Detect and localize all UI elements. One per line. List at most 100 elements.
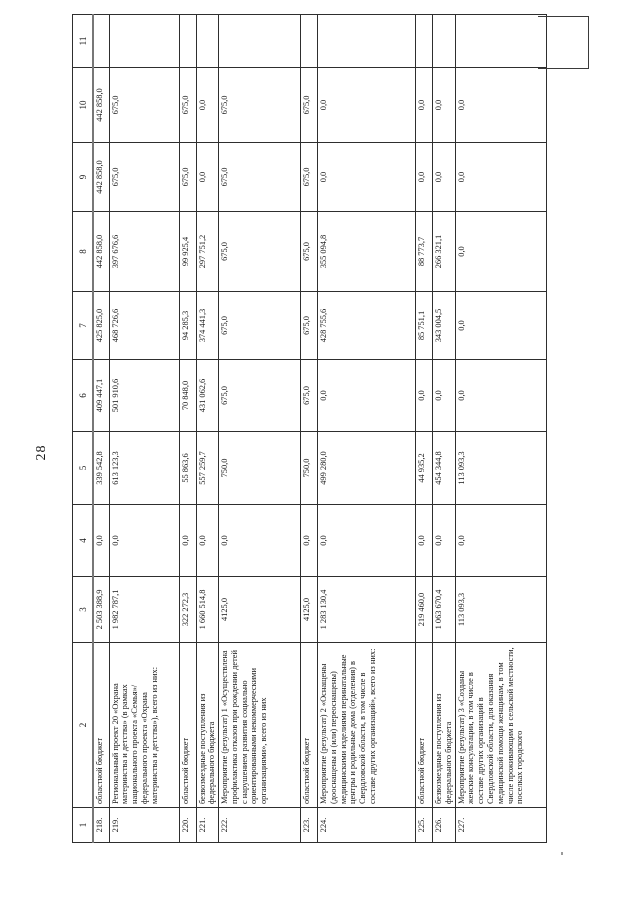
value-cell: 55 863,6 — [179, 431, 196, 505]
value-cell: 675,0 — [179, 142, 196, 212]
value-cell: 0,0 — [109, 504, 179, 577]
value-cell: 0,0 — [317, 359, 416, 432]
row-name-cell: областной бюджет — [300, 642, 318, 808]
value-cell — [455, 14, 547, 68]
col-header-8: 8 — [72, 211, 93, 292]
value-cell: 339 542,8 — [93, 431, 109, 505]
table-row: 221. безвозмездные поступления из федера… — [196, 14, 219, 843]
value-cell: 0,0 — [432, 67, 456, 143]
value-cell: 675,0 — [218, 67, 301, 143]
value-cell: 0,0 — [300, 504, 318, 577]
row-number-cell: 224. — [317, 807, 416, 843]
value-cell: 454 344,8 — [432, 431, 456, 505]
value-cell: 343 004,5 — [432, 291, 456, 360]
value-cell: 675,0 — [300, 67, 318, 143]
value-cell: 0,0 — [415, 142, 433, 212]
value-cell: 675,0 — [218, 291, 301, 360]
value-cell: 0,0 — [432, 504, 456, 577]
col-header-2: 2 — [72, 642, 93, 808]
value-cell: 675,0 — [300, 211, 318, 292]
value-cell: 0,0 — [317, 504, 416, 577]
col-header-1: 1 — [72, 807, 93, 843]
value-cell: 355 094,8 — [317, 211, 416, 292]
col-header-10: 10 — [72, 67, 93, 143]
value-cell: 675,0 — [300, 142, 318, 212]
value-cell: 501 910,6 — [109, 359, 179, 432]
value-cell — [93, 14, 109, 68]
table-row: 227. Мероприятие (результат) 3 «Созданы … — [455, 14, 547, 843]
table-row: 224. Мероприятие (результат) 2 «Оснащены… — [317, 14, 416, 843]
value-cell: 0,0 — [455, 359, 547, 432]
value-cell: 4125,0 — [218, 576, 301, 643]
value-cell: 2 503 388,9 — [93, 576, 109, 643]
row-number-cell: 220. — [179, 807, 196, 843]
value-cell: 0,0 — [455, 67, 547, 143]
value-cell — [300, 14, 318, 68]
value-cell: 397 676,6 — [109, 211, 179, 292]
row-name-cell: безвозмездные поступления из федеральног… — [432, 642, 456, 808]
value-cell: 88 773,7 — [415, 211, 433, 292]
value-cell: 468 726,6 — [109, 291, 179, 360]
col-header-6: 6 — [72, 359, 93, 432]
table-row: 220. областной бюджет 322 272,3 0,0 55 8… — [179, 14, 196, 843]
value-cell: 1 982 787,1 — [109, 576, 179, 643]
value-cell: 675,0 — [218, 359, 301, 432]
row-name-cell: Мероприятие (результат) 2 «Оснащены (доо… — [317, 642, 416, 808]
value-cell: 1 283 130,4 — [317, 576, 416, 643]
value-cell — [196, 14, 219, 68]
value-cell: 750,0 — [218, 431, 301, 505]
value-cell: 0,0 — [415, 359, 433, 432]
value-cell: 0,0 — [432, 359, 456, 432]
value-cell: 0,0 — [196, 504, 219, 577]
row-number-cell: 222. — [218, 807, 301, 843]
value-cell — [179, 14, 196, 68]
col-header-5: 5 — [72, 431, 93, 505]
value-cell: 0,0 — [196, 67, 219, 143]
row-name-cell: областной бюджет — [179, 642, 196, 808]
value-cell: 322 272,3 — [179, 576, 196, 643]
row-number-cell: 225. — [415, 807, 433, 843]
next-row-fragment-line — [538, 68, 589, 69]
row-name-cell: Мероприятие (результат) 1 «Осуществлена … — [218, 642, 301, 808]
value-cell: 85 751,1 — [415, 291, 433, 360]
table-row: 218. областной бюджет 2 503 388,9 0,0 33… — [93, 14, 109, 843]
value-cell: 94 285,3 — [179, 291, 196, 360]
row-name-cell: областной бюджет — [93, 642, 109, 808]
value-cell: 0,0 — [196, 142, 219, 212]
value-cell: 0,0 — [317, 67, 416, 143]
row-name-cell: безвозмездные поступления из федеральног… — [196, 642, 219, 808]
value-cell: 0,0 — [415, 504, 433, 577]
col-header-7: 7 — [72, 291, 93, 360]
value-cell: 0,0 — [455, 291, 547, 360]
value-cell: 425 825,0 — [93, 291, 109, 360]
col-header-11: 11 — [72, 14, 93, 68]
next-row-fragment-line — [538, 16, 589, 17]
value-cell: 0,0 — [218, 504, 301, 577]
value-cell: 1 660 514,8 — [196, 576, 219, 643]
value-cell: 0,0 — [317, 142, 416, 212]
value-cell: 431 062,6 — [196, 359, 219, 432]
row-name-cell: областной бюджет — [415, 642, 433, 808]
value-cell: 0,0 — [432, 142, 456, 212]
value-cell: 750,0 — [300, 431, 318, 505]
table-row: 223. областной бюджет 4125,0 0,0 750,0 6… — [300, 14, 318, 843]
value-cell: 297 751,2 — [196, 211, 219, 292]
row-number-cell: 221. — [196, 807, 219, 843]
value-cell — [218, 14, 301, 68]
row-number-cell: 218. — [93, 807, 109, 843]
scan-speck — [561, 852, 563, 855]
value-cell: 99 925,4 — [179, 211, 196, 292]
value-cell: 675,0 — [300, 359, 318, 432]
value-cell: 0,0 — [455, 211, 547, 292]
value-cell: 675,0 — [218, 211, 301, 292]
value-cell: 4125,0 — [300, 576, 318, 643]
value-cell: 409 447,1 — [93, 359, 109, 432]
value-cell: 266 321,1 — [432, 211, 456, 292]
value-cell: 675,0 — [179, 67, 196, 143]
table-row: 219. Региональный проект 20 «Охрана мате… — [109, 14, 179, 843]
value-cell: 70 848,0 — [179, 359, 196, 432]
row-name-cell: Региональный проект 20 «Охрана материнст… — [109, 642, 179, 808]
value-cell — [317, 14, 416, 68]
